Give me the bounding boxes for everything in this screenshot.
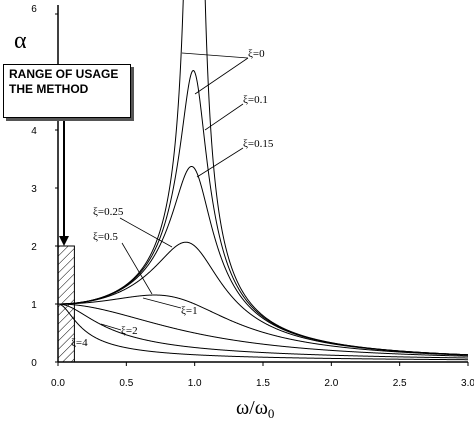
x-axis-title: ω/ω0: [236, 397, 274, 421]
range-arrow-head: [59, 236, 69, 246]
series-label-0: ξ=0: [248, 48, 265, 60]
x-tick-label: 1.5: [256, 378, 270, 389]
series-label-5: ξ=1: [181, 305, 198, 317]
y-tick-label: 0: [31, 358, 37, 369]
y-axis-title: α: [14, 28, 27, 54]
series-line-3: [58, 241, 468, 356]
label-leader-line: [194, 57, 249, 95]
label-leader-line: [100, 323, 122, 331]
series-line-5: [58, 303, 468, 357]
x-tick-label: 1.0: [188, 378, 202, 389]
label-leader-line: [196, 147, 244, 178]
y-tick-label: 6: [31, 4, 37, 15]
range-annotation-text: RANGE OF USAGE THE METHOD: [9, 67, 119, 96]
series-line-4: [58, 294, 468, 356]
series-line-zeta-0-left: [58, 0, 184, 305]
label-leader-line: [181, 52, 249, 59]
series-label-1: ξ=0.1: [243, 94, 268, 106]
series-label-7: ξ=4: [71, 337, 88, 349]
series-line-7: [58, 303, 468, 361]
series-label-3: ξ=0.25: [93, 206, 124, 218]
y-tick-label: 4: [31, 126, 37, 137]
series-line-2: [58, 165, 468, 356]
series-label-6: ξ=2: [121, 325, 138, 337]
label-leader-line: [119, 217, 173, 248]
series-label-2: ξ=0.15: [243, 138, 274, 150]
series-line-6: [58, 303, 468, 359]
label-leader-line: [121, 242, 153, 295]
x-tick-label: 0.0: [51, 378, 65, 389]
label-leader-line: [204, 103, 244, 131]
x-tick-label: 2.0: [324, 378, 338, 389]
x-tick-label: 3.0: [461, 378, 474, 389]
label-leader-line: [142, 297, 182, 309]
series-label-4: ξ=0.5: [93, 231, 118, 243]
y-tick-label: 2: [31, 242, 37, 253]
y-tick-label: 3: [31, 184, 37, 195]
y-tick-label: 1: [31, 300, 37, 311]
range-annotation-box: RANGE OF USAGE THE METHOD: [3, 64, 131, 118]
x-tick-label: 0.5: [119, 378, 133, 389]
x-tick-label: 2.5: [393, 378, 407, 389]
